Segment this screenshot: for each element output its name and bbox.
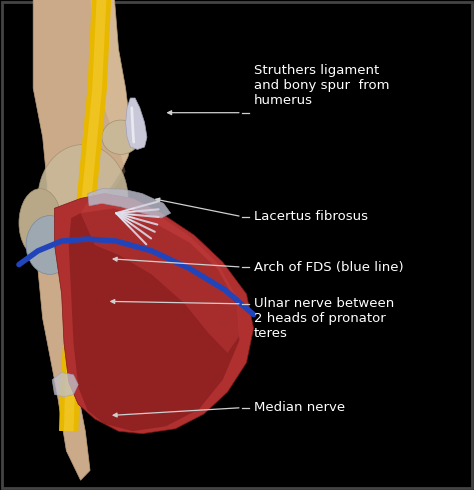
Polygon shape bbox=[126, 98, 147, 149]
Ellipse shape bbox=[102, 120, 140, 154]
Ellipse shape bbox=[26, 216, 73, 274]
Text: Median nerve: Median nerve bbox=[254, 401, 345, 414]
Ellipse shape bbox=[38, 145, 128, 252]
Polygon shape bbox=[69, 208, 239, 431]
Ellipse shape bbox=[19, 189, 62, 257]
Polygon shape bbox=[52, 372, 78, 397]
Text: Struthers ligament
and bony spur  from
humerus: Struthers ligament and bony spur from hu… bbox=[254, 64, 389, 107]
Polygon shape bbox=[55, 194, 254, 434]
Text: Ulnar nerve between
2 heads of pronator
teres: Ulnar nerve between 2 heads of pronator … bbox=[254, 297, 394, 340]
Polygon shape bbox=[88, 189, 171, 218]
Text: Lacertus fibrosus: Lacertus fibrosus bbox=[254, 210, 368, 223]
Polygon shape bbox=[33, 0, 126, 480]
Polygon shape bbox=[81, 198, 239, 353]
Text: Arch of FDS (blue line): Arch of FDS (blue line) bbox=[254, 261, 403, 273]
Polygon shape bbox=[33, 0, 133, 480]
